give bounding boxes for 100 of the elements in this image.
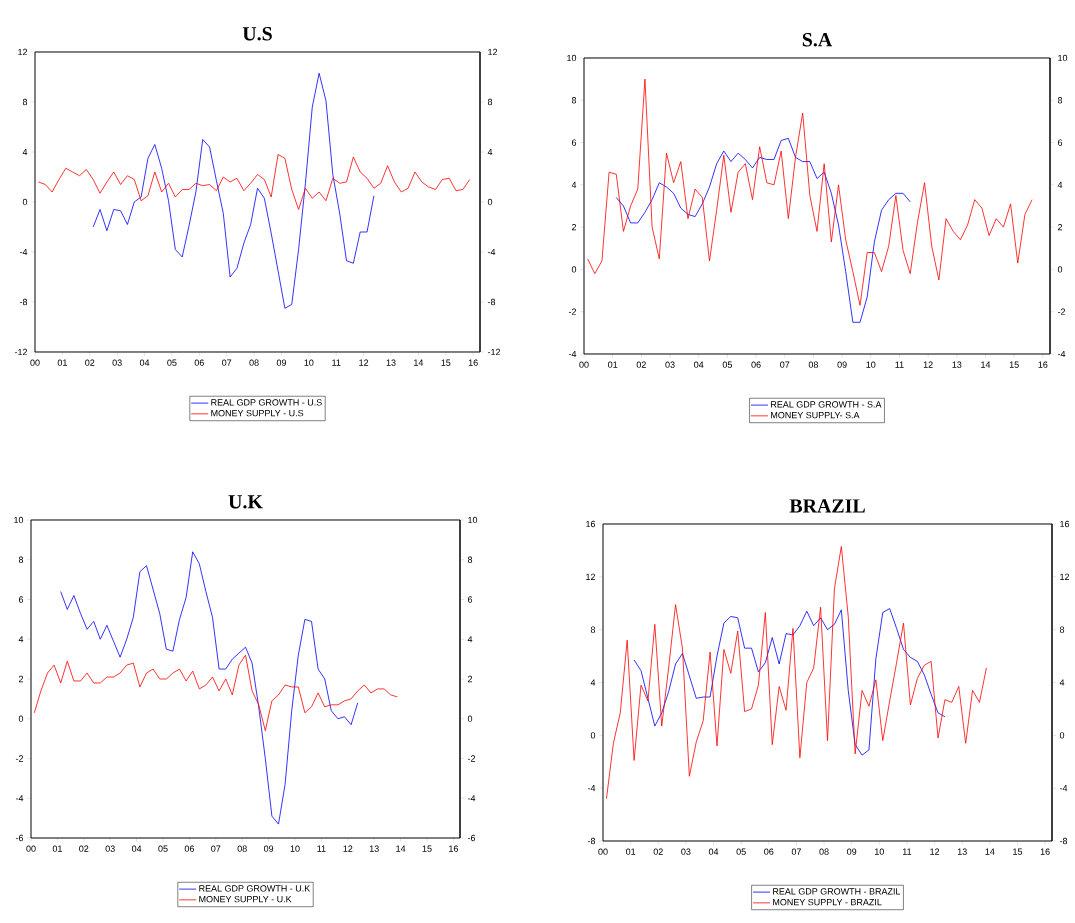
- x-tick-label: 08: [808, 361, 819, 368]
- x-tick-label: 15: [1009, 361, 1019, 368]
- y2-tick-label: 12: [1060, 573, 1070, 580]
- x-tick-label: 16: [468, 359, 478, 366]
- y2-tick-label: 16: [1060, 520, 1070, 528]
- y-tick-label: 6: [18, 596, 24, 603]
- y-tick-label: 12: [586, 573, 596, 580]
- y-tick-label: 8: [18, 556, 24, 563]
- x-tick-label: 10: [866, 361, 876, 368]
- y-tick-label: 0: [18, 715, 24, 722]
- line-series: [587, 78, 1033, 306]
- x-tick-label: 16: [449, 845, 458, 852]
- x-tick-label: 11: [317, 845, 326, 852]
- y-tick-label: 4: [22, 148, 28, 156]
- x-tick-label: 02: [653, 848, 663, 855]
- x-tick-label: 00: [30, 359, 40, 366]
- y2-tick-label: 0: [467, 715, 473, 722]
- y2-tick-label: -4: [467, 795, 476, 802]
- y-tick-label: 8: [571, 97, 577, 104]
- x-tick-label: 04: [131, 845, 142, 852]
- y2-tick-label: 10: [468, 516, 478, 524]
- y2-tick-label: -2: [467, 755, 476, 762]
- y2-tick-label: 10: [1058, 54, 1068, 62]
- x-tick-label: 13: [952, 361, 962, 368]
- y-tick-label: 4: [571, 181, 577, 188]
- x-tick-label: 01: [608, 361, 618, 368]
- x-tick-label: 07: [211, 845, 221, 852]
- y-tick-label: 0: [590, 732, 596, 739]
- line-series: [33, 654, 398, 732]
- x-tick-label: 08: [249, 359, 259, 366]
- x-tick-label: 13: [386, 359, 396, 366]
- y-tick-label: -4: [568, 350, 577, 358]
- chart-title: BRAZIL: [789, 499, 865, 513]
- y-tick-label: 8: [590, 626, 596, 633]
- legend-label: MONEY SUPPLY - U.S: [211, 409, 304, 417]
- x-tick-label: 15: [1013, 848, 1023, 855]
- legend-label: REAL GDP GROWTH - S.A: [771, 401, 882, 408]
- x-tick-label: 09: [276, 359, 287, 366]
- y2-tick-label: -6: [467, 834, 476, 842]
- legend-label: MONEY SUPPLY - BRAZIL: [773, 898, 882, 906]
- x-tick-label: 03: [665, 361, 675, 368]
- line-series: [38, 154, 471, 210]
- x-tick-label: 05: [722, 361, 732, 368]
- y2-tick-label: 0: [1057, 266, 1063, 273]
- y-tick-label: -4: [15, 795, 24, 802]
- y-tick-label: -8: [19, 298, 28, 306]
- x-tick-label: 11: [902, 848, 912, 855]
- x-tick-label: 06: [184, 845, 194, 852]
- line-series: [615, 137, 911, 323]
- y-tick-label: 4: [18, 636, 24, 643]
- y2-tick-label: -4: [487, 248, 496, 256]
- x-tick-label: 14: [981, 361, 991, 368]
- y-tick-label: -8: [587, 837, 596, 845]
- chart-title: U.S: [242, 27, 272, 41]
- x-tick-label: 05: [167, 359, 177, 366]
- x-tick-label: 06: [764, 848, 774, 855]
- x-tick-label: 02: [636, 361, 646, 368]
- x-tick-label: 12: [930, 848, 940, 855]
- y2-tick-label: 2: [1057, 224, 1063, 231]
- x-tick-label: 14: [396, 845, 406, 852]
- y2-tick-label: 12: [488, 48, 498, 56]
- y2-tick-label: 0: [487, 198, 493, 206]
- x-tick-label: 14: [985, 848, 995, 855]
- y2-tick-label: -2: [1057, 308, 1066, 315]
- x-tick-label: 12: [923, 361, 933, 368]
- y-tick-label: 8: [22, 98, 28, 106]
- y2-tick-label: -12: [487, 348, 501, 356]
- y-tick-label: 2: [18, 675, 24, 683]
- y-tick-label: -12: [14, 348, 28, 356]
- x-tick-label: 09: [263, 845, 274, 852]
- x-tick-label: 06: [751, 361, 761, 368]
- x-tick-label: 16: [1040, 848, 1050, 855]
- y-tick-label: 0: [22, 198, 28, 206]
- y2-tick-label: 8: [1057, 97, 1063, 104]
- x-tick-label: 11: [332, 359, 341, 366]
- y-tick-label: 6: [571, 139, 577, 146]
- x-tick-label: 16: [1038, 361, 1048, 368]
- x-tick-label: 00: [579, 361, 589, 368]
- y2-tick-label: 4: [1057, 181, 1063, 188]
- x-tick-label: 05: [158, 845, 168, 852]
- x-tick-label: 09: [847, 848, 857, 855]
- y-tick-label: -4: [587, 785, 596, 792]
- x-tick-label: 12: [343, 845, 353, 852]
- y2-tick-label: -8: [487, 298, 496, 306]
- y2-tick-label: 4: [487, 148, 493, 156]
- legend-label: REAL GDP GROWTH - U.K: [199, 885, 311, 892]
- x-tick-label: 10: [304, 359, 314, 366]
- x-tick-label: 13: [957, 848, 967, 855]
- legend-label: MONEY SUPPLY - U.K: [199, 895, 292, 903]
- y-tick-label: 12: [18, 48, 28, 56]
- x-tick-label: 05: [736, 848, 746, 855]
- x-tick-label: 04: [139, 359, 150, 366]
- x-tick-label: 00: [26, 845, 36, 852]
- y-tick-label: 2: [571, 224, 577, 231]
- y-tick-label: -2: [15, 755, 24, 762]
- line-series: [92, 72, 375, 309]
- y-tick-label: 10: [14, 516, 24, 524]
- x-tick-label: 10: [290, 845, 300, 852]
- x-tick-label: 02: [79, 845, 89, 852]
- x-tick-label: 15: [422, 845, 432, 852]
